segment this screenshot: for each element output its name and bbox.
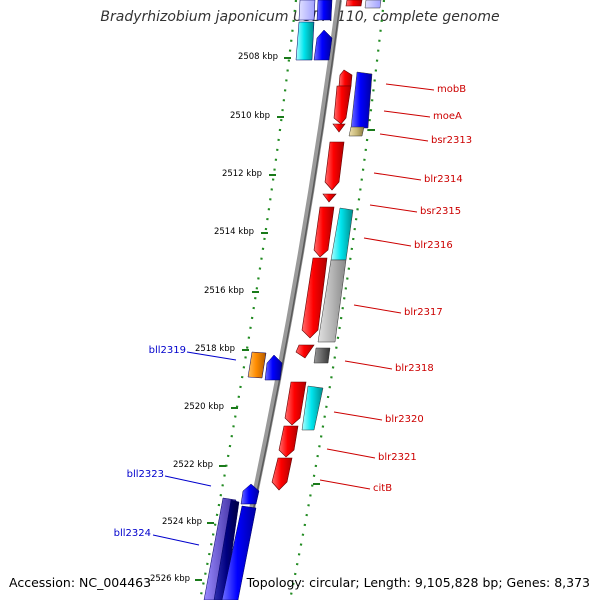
gene-mobB[interactable] <box>338 69 353 87</box>
gene-label[interactable]: blr2316 <box>414 240 453 251</box>
tick-label: 2512 kbp <box>222 169 262 179</box>
right-leader-lines <box>319 83 435 490</box>
gene-gray-right[interactable] <box>317 259 347 343</box>
gene-top-blue-a[interactable] <box>316 0 333 21</box>
forward-lane2-genes <box>301 0 382 431</box>
reverse-strand-genes <box>203 0 333 600</box>
gene-bll2324-blue[interactable] <box>221 505 257 600</box>
gene-blr2314[interactable] <box>324 141 345 191</box>
gene-label[interactable]: bll2323 <box>127 469 164 480</box>
gene-label[interactable]: bsr2313 <box>431 135 472 146</box>
right-grid-marks <box>313 129 375 485</box>
right-gene-labels: mobB moeA bsr2313 blr2314 bsr2315 blr231… <box>373 84 472 494</box>
grid-lines <box>198 0 386 600</box>
position-ticks: 2508 kbp 2510 kbp 2512 kbp 2514 kbp 2516… <box>150 52 291 584</box>
gene-bll2324-navy[interactable] <box>213 499 240 600</box>
tick-2520: 2520 kbp <box>184 402 238 412</box>
gene-cyan-right[interactable] <box>330 207 354 261</box>
tick-2512: 2512 kbp <box>222 169 276 179</box>
accession-text: Accession: NC_004463 <box>9 575 152 590</box>
gene-top-blue-partial[interactable] <box>364 0 382 9</box>
gene-blr2318[interactable] <box>295 344 315 359</box>
gene-bsr2313[interactable] <box>332 123 346 133</box>
gene-label[interactable]: bsr2315 <box>420 206 461 217</box>
gene-label[interactable]: blr2317 <box>404 307 443 318</box>
gene-bll2323[interactable] <box>240 483 260 505</box>
forward-strand-genes <box>271 0 363 491</box>
gene-top-lightblue[interactable] <box>298 0 316 21</box>
gene-cyan-lower[interactable] <box>301 385 324 431</box>
topology-text: Topology: circular; Length: 9,105,828 bp… <box>246 575 590 590</box>
tick-2524: 2524 kbp <box>162 517 214 527</box>
gene-citB[interactable] <box>271 457 293 491</box>
gene-label[interactable]: blr2320 <box>385 414 424 425</box>
gene-label[interactable]: bll2324 <box>114 528 151 539</box>
gene-blr2316[interactable] <box>313 206 335 258</box>
gene-label[interactable]: blr2314 <box>424 174 463 185</box>
tick-label: 2514 kbp <box>214 227 254 237</box>
tick-2516: 2516 kbp <box>204 286 259 296</box>
gene-label[interactable]: moeA <box>433 111 462 122</box>
gene-bll2319[interactable] <box>264 354 283 381</box>
gene-tan[interactable] <box>348 126 365 137</box>
left-gene-labels: bll2319 bll2323 bll2324 <box>114 345 186 539</box>
tick-label: 2516 kbp <box>204 286 244 296</box>
gene-label[interactable]: citB <box>373 483 392 494</box>
tick-2514: 2514 kbp <box>214 227 268 237</box>
tick-2508: 2508 kbp <box>238 52 291 62</box>
gene-moeA[interactable] <box>333 85 352 125</box>
gene-blr2320[interactable] <box>284 381 307 426</box>
gene-blue-right[interactable] <box>350 71 373 129</box>
gene-bll2319-orange[interactable] <box>247 351 267 379</box>
gene-label[interactable]: bll2319 <box>149 345 186 356</box>
gene-darkgray[interactable] <box>313 347 331 364</box>
gene-label[interactable]: blr2318 <box>395 363 434 374</box>
tick-label: 2518 kbp <box>195 344 235 354</box>
left-leader-lines <box>152 351 237 546</box>
tick-label: 2526 kbp <box>150 574 190 584</box>
tick-2518: 2518 kbp <box>195 344 249 354</box>
gene-blr2321[interactable] <box>278 425 299 458</box>
gene-blr2317[interactable] <box>301 257 328 339</box>
gene-top-red[interactable] <box>345 0 363 7</box>
tick-2522: 2522 kbp <box>173 460 226 470</box>
tick-2526: 2526 kbp <box>150 574 202 584</box>
tick-label: 2510 kbp <box>230 111 270 121</box>
tick-label: 2524 kbp <box>162 517 202 527</box>
gene-bsr2315[interactable] <box>322 193 337 203</box>
gene-label[interactable]: mobB <box>437 84 466 95</box>
gene-label[interactable]: blr2321 <box>378 452 417 463</box>
gene-top-blue-b[interactable] <box>313 29 333 61</box>
tick-label: 2520 kbp <box>184 402 224 412</box>
tick-label: 2508 kbp <box>238 52 278 62</box>
gene-top-cyan[interactable] <box>295 21 315 61</box>
tick-label: 2522 kbp <box>173 460 213 470</box>
tick-2510: 2510 kbp <box>230 111 284 121</box>
